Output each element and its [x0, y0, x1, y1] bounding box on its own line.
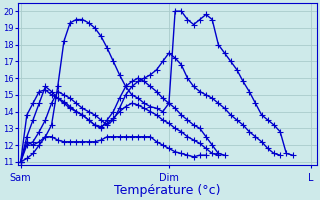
- X-axis label: Température (°c): Température (°c): [114, 184, 221, 197]
